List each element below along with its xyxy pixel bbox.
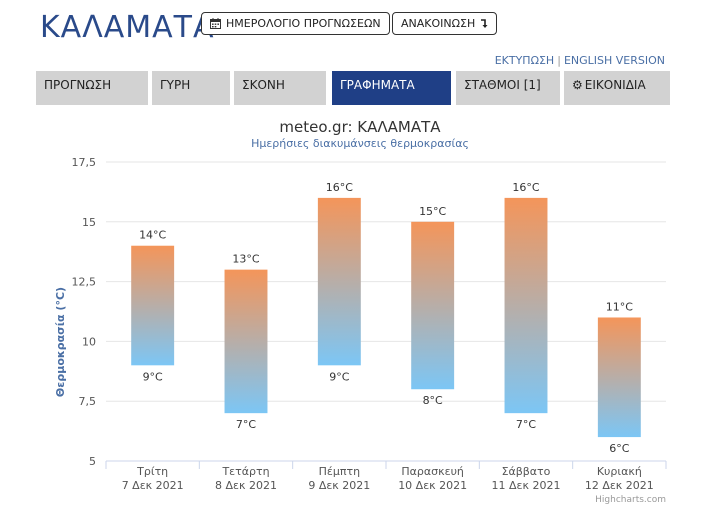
low-value-label: 9°C xyxy=(329,370,349,383)
tab-widgets-label: ΕΙΚΟΝΙΔΙΑ xyxy=(584,78,646,92)
x-tick-date: 8 Δεκ 2021 xyxy=(215,479,277,492)
y-axis-ticks: 5 7,5 10 12,5 15 17,5 xyxy=(72,156,97,468)
high-value-label: 13°C xyxy=(232,253,259,266)
link-separator: | xyxy=(557,54,561,67)
x-tick-date: 12 Δεκ 2021 xyxy=(585,479,654,492)
low-value-label: 7°C xyxy=(236,418,256,431)
temperature-bar[interactable] xyxy=(224,269,268,414)
chart-credit[interactable]: Highcharts.com xyxy=(595,495,666,505)
calendar-button-label: ΗΜΕΡΟΛΟΓΙΟ ΠΡΟΓΝΩΣΕΩΝ xyxy=(226,17,381,30)
high-value-label: 14°C xyxy=(139,229,166,242)
tab-stations-label: ΣΤΑΘΜΟΙ [1] xyxy=(464,78,541,92)
tab-forecast-label: ΠΡΟΓΝΩΣΗ xyxy=(44,78,112,92)
tab-dust-label: ΣΚΟΝΗ xyxy=(242,78,285,92)
y-tick-label: 17,5 xyxy=(72,156,97,169)
high-value-label: 11°C xyxy=(606,300,633,313)
x-tick-day: Τετάρτη xyxy=(221,465,269,478)
y-tick-label: 15 xyxy=(82,216,96,229)
tab-forecast[interactable]: ΠΡΟΓΝΩΣΗ xyxy=(36,71,148,105)
temperature-bar[interactable] xyxy=(317,197,361,366)
gear-icon: ⚙ xyxy=(572,78,583,92)
temperature-bar[interactable] xyxy=(131,245,175,366)
x-tick-day: Παρασκευή xyxy=(401,465,464,478)
x-tick-date: 11 Δεκ 2021 xyxy=(492,479,561,492)
tab-stations[interactable]: ΣΤΑΘΜΟΙ [1] xyxy=(456,71,560,105)
temperature-bar[interactable] xyxy=(411,221,455,390)
x-tick-day: Τρίτη xyxy=(136,465,168,478)
x-tick-day: Πέμπτη xyxy=(319,465,360,478)
english-version-link[interactable]: ENGLISH VERSION xyxy=(563,54,665,67)
y-tick-label: 7,5 xyxy=(79,395,97,408)
print-link[interactable]: ΕΚΤΥΠΩΣΗ xyxy=(494,54,555,67)
announcement-button[interactable]: ΑΝΑΚΟΙΝΩΣΗ xyxy=(392,12,498,35)
tab-charts-label: ΓΡΑΦΗΜΑΤΑ xyxy=(340,78,415,92)
x-tick-date: 7 Δεκ 2021 xyxy=(122,479,184,492)
temperature-bar[interactable] xyxy=(597,317,641,438)
x-tick-date: 9 Δεκ 2021 xyxy=(308,479,370,492)
low-value-label: 9°C xyxy=(143,370,163,383)
y-axis-label: Θερμοκρασία (°C) xyxy=(54,287,67,397)
tab-charts[interactable]: ΓΡΑΦΗΜΑΤΑ xyxy=(332,71,451,105)
grid-lines xyxy=(106,161,666,462)
low-value-label: 6°C xyxy=(609,442,629,455)
city-title: ΚΑΛΑΜΑΤΑ xyxy=(40,10,215,45)
high-value-label: 16°C xyxy=(326,181,353,194)
tab-widgets[interactable]: ⚙ ΕΙΚΟΝΙΔΙΑ xyxy=(564,71,670,105)
chart-subtitle: Ημερήσιες διακυμάνσεις θερμοκρασίας xyxy=(251,137,469,150)
low-value-label: 8°C xyxy=(423,394,443,407)
bar-series: 14°C 9°C 13°C 7°C 16°C 9°C 15°C 8°C 16°C 7°C 11°C 6… xyxy=(131,181,641,455)
tab-pollen[interactable]: ΓΥΡΗ xyxy=(152,71,230,105)
chart-title: meteo.gr: ΚΑΛΑΜΑΤΑ xyxy=(279,118,441,136)
y-tick-label: 5 xyxy=(89,455,96,468)
x-tick-day: Κυριακή xyxy=(597,465,642,478)
top-links: ΕΚΤΥΠΩΣΗ | ENGLISH VERSION xyxy=(495,54,665,67)
x-tick-day: Σάββατο xyxy=(502,465,551,478)
tab-pollen-label: ΓΥΡΗ xyxy=(160,78,191,92)
arrow-down-turn-icon xyxy=(481,18,488,28)
announcement-button-label: ΑΝΑΚΟΙΝΩΣΗ xyxy=(401,17,476,30)
x-tick-date: 10 Δεκ 2021 xyxy=(398,479,467,492)
low-value-label: 7°C xyxy=(516,418,536,431)
y-tick-label: 12,5 xyxy=(72,276,97,289)
forecast-calendar-button[interactable]: ΗΜΕΡΟΛΟΓΙΟ ΠΡΟΓΝΩΣΕΩΝ xyxy=(201,12,390,35)
high-value-label: 16°C xyxy=(512,181,539,194)
temperature-bar[interactable] xyxy=(504,197,548,414)
calendar-icon xyxy=(210,18,221,29)
tab-dust[interactable]: ΣΚΟΝΗ xyxy=(234,71,326,105)
y-tick-label: 10 xyxy=(82,335,96,348)
temperature-chart: meteo.gr: ΚΑΛΑΜΑΤΑ Ημερήσιες διακυμάνσει… xyxy=(54,118,667,505)
high-value-label: 15°C xyxy=(419,205,446,218)
